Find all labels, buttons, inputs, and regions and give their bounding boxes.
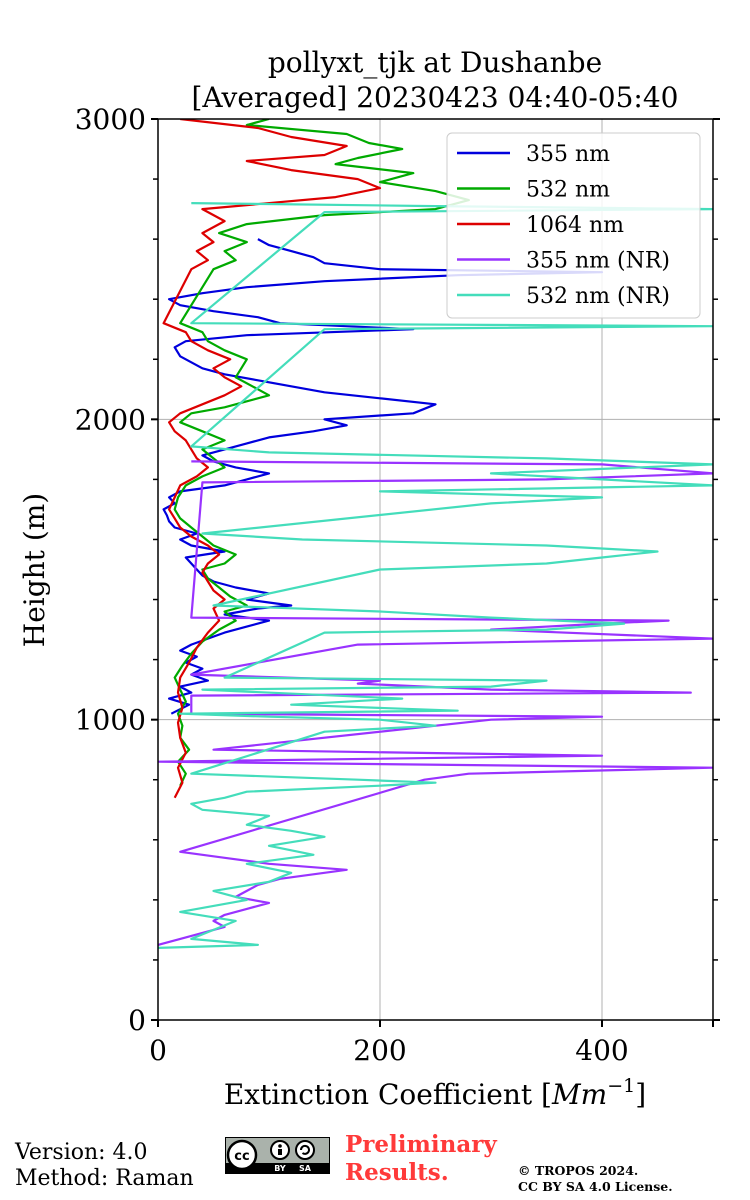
preliminary-line1: Preliminary	[345, 1131, 497, 1158]
copyright-line2: CC BY SA 4.0 License.	[518, 1179, 673, 1194]
axis-ticks	[151, 118, 720, 1027]
y-tick-labels: 0 1000 2000 3000	[75, 103, 146, 1037]
series-line-3	[158, 460, 713, 946]
legend-label: 1064 nm	[526, 213, 624, 238]
cc-by-sa-badge: cc BY SA	[225, 1137, 330, 1174]
legend-box	[446, 132, 701, 319]
x-tick-label: 0	[149, 1034, 167, 1067]
x-tick-labels: 0 200 400	[149, 1034, 629, 1067]
legend-label: 532 nm	[526, 178, 610, 203]
x-axis-label: Extinction Coefficient [Mm−1]	[224, 1075, 646, 1111]
x-axis-label-unit: Mm	[551, 1078, 607, 1111]
chart-title-line2: [Averaged] 20230423 04:40-05:40	[192, 81, 679, 114]
x-axis-label-suffix: ]	[635, 1078, 646, 1111]
y-tick-label: 0	[128, 1004, 146, 1037]
series-line-0	[162, 238, 604, 715]
y-tick-label: 1000	[75, 704, 146, 737]
legend-label: 532 nm (NR)	[526, 284, 670, 309]
version-text: Version: 4.0	[15, 1140, 148, 1165]
badge-by: BY	[274, 1164, 286, 1173]
legend: 355 nm 532 nm 1064 nm 355 nm (NR) 532 nm (NR…	[446, 132, 701, 319]
preliminary-line2: Results.	[345, 1159, 449, 1186]
x-axis-label-exp: −1	[607, 1075, 635, 1097]
badge-sa: SA	[299, 1164, 312, 1173]
y-axis-label: Height (m)	[18, 493, 51, 647]
y-tick-label: 2000	[75, 403, 146, 436]
y-tick-label: 3000	[75, 103, 146, 136]
series-line-1	[173, 119, 470, 787]
x-tick-label: 400	[575, 1034, 628, 1067]
svg-text:cc: cc	[234, 1149, 249, 1164]
extinction-profile-chart: pollyxt_tjk at Dushanbe [Averaged] 20230…	[18, 46, 720, 1111]
copyright-line1: © TROPOS 2024.	[518, 1163, 639, 1178]
x-axis-label-prefix: Extinction Coefficient [	[224, 1078, 552, 1111]
series-lines	[158, 119, 713, 949]
legend-label: 355 nm (NR)	[526, 249, 670, 274]
series-line-4	[158, 202, 713, 949]
method-text: Method: Raman	[15, 1166, 194, 1191]
sa-icon	[295, 1140, 315, 1160]
x-tick-label: 200	[353, 1034, 406, 1067]
plot-frame	[157, 118, 714, 1021]
series-line-2	[162, 119, 382, 799]
chart-title-line1: pollyxt_tjk at Dushanbe	[268, 46, 602, 79]
cc-icon	[226, 1139, 258, 1171]
legend-label: 355 nm	[526, 142, 610, 167]
